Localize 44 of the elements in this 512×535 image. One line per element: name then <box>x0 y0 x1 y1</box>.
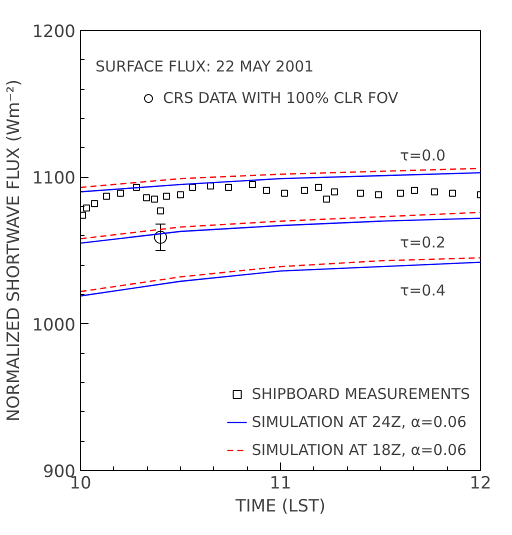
y-tick-label: 1100 <box>32 168 76 189</box>
point <box>151 196 158 203</box>
legend-label: SIMULATION AT 18Z, α=0.06 <box>252 441 467 459</box>
x-tick-label: 11 <box>270 474 292 494</box>
point <box>449 190 456 197</box>
y-tick-label: 1200 <box>32 22 76 42</box>
y-tick-label: 1000 <box>32 315 76 336</box>
annotation: SURFACE FLUX: 22 MAY 2001 <box>96 58 314 76</box>
annotation: τ=0.0 <box>400 146 446 164</box>
point <box>323 196 330 203</box>
x-axis-title: TIME (LST) <box>234 496 326 516</box>
annotation: τ=0.2 <box>400 234 446 252</box>
point <box>331 188 338 196</box>
point <box>315 184 322 191</box>
annotation: τ=0.4 <box>400 282 446 300</box>
point <box>177 191 184 198</box>
x-tick-label: 12 <box>470 474 492 494</box>
point <box>154 230 167 244</box>
point <box>249 181 256 188</box>
legend-label: CRS DATA WITH 100% CLR FOV <box>163 89 398 107</box>
point <box>157 207 164 214</box>
line-series <box>80 172 480 192</box>
point <box>80 212 86 219</box>
point <box>117 190 124 197</box>
point <box>91 200 98 208</box>
point <box>189 184 196 191</box>
point <box>143 194 150 202</box>
point <box>163 192 170 200</box>
point <box>301 186 308 194</box>
point <box>263 186 270 194</box>
point <box>357 190 364 197</box>
line-series <box>80 168 480 188</box>
legend-label: SIMULATION AT 24Z, α=0.06 <box>252 413 467 431</box>
point <box>133 184 140 191</box>
point <box>411 186 418 194</box>
legend-label: SHIPBOARD MEASUREMENTS <box>252 385 470 403</box>
point <box>397 190 404 197</box>
point <box>431 188 438 196</box>
point <box>103 192 110 200</box>
point <box>83 204 90 212</box>
point <box>225 184 232 191</box>
y-axis-title: NORMALIZED SHORTWAVE FLUX (Wm⁻²) <box>4 79 24 422</box>
point <box>375 191 382 198</box>
point <box>281 190 288 197</box>
